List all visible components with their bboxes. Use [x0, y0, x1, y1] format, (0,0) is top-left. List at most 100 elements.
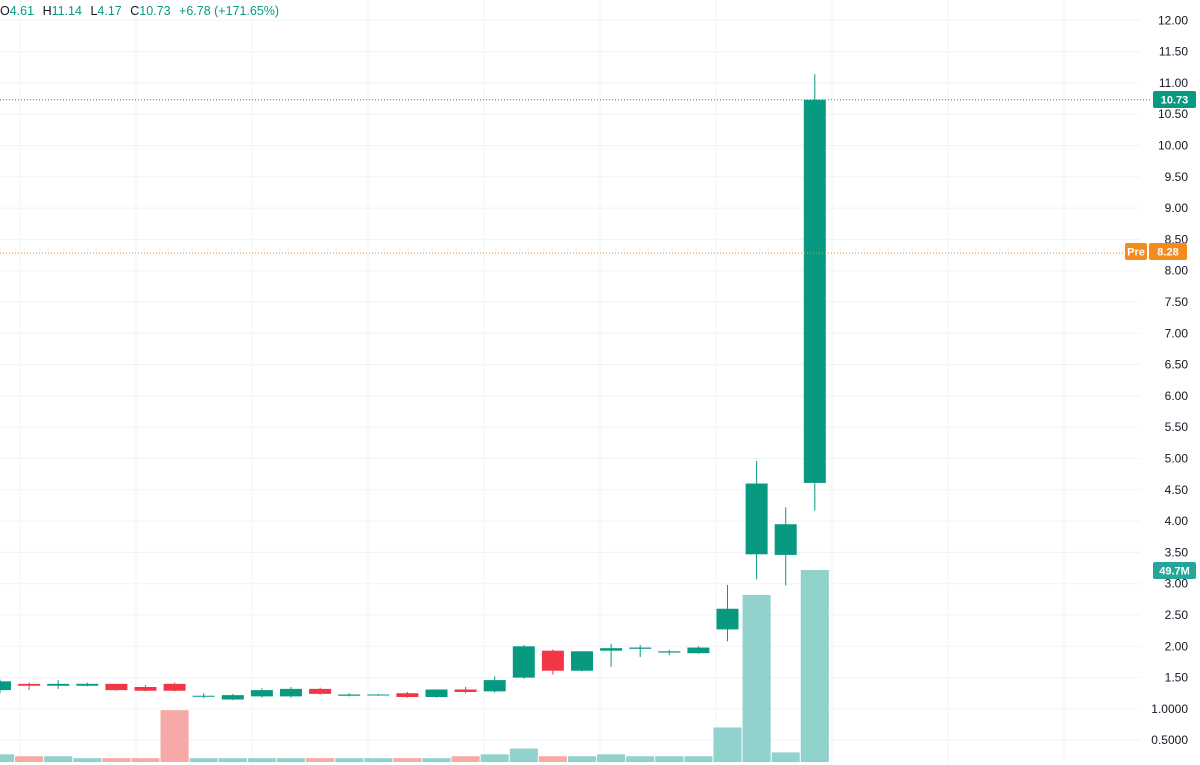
y-tick-label: 2.00	[1165, 639, 1189, 653]
y-tick-label: 7.50	[1165, 295, 1189, 309]
candle-body	[687, 647, 710, 654]
volume-bar	[626, 756, 655, 762]
volume-bar	[509, 748, 538, 762]
volume-bar	[189, 758, 218, 762]
high-value: 11.14	[51, 4, 82, 18]
candle-body	[309, 688, 332, 694]
pre-label-tag-bg	[1125, 243, 1147, 260]
y-tick-label: 4.50	[1165, 483, 1189, 497]
candle-body	[483, 680, 506, 692]
y-tick-label: 9.50	[1165, 170, 1189, 184]
candle-body	[105, 683, 128, 691]
volume-bar	[713, 727, 742, 762]
volume-bar	[0, 754, 15, 762]
volume-bar	[276, 758, 306, 762]
candle-body	[774, 524, 797, 555]
change-value: +6.78 (+171.65%)	[179, 4, 280, 18]
y-tick-label: 3.00	[1165, 577, 1189, 591]
y-tick-label: 12.00	[1158, 13, 1188, 27]
ohlc-legend: O4.61 H11.14 L4.17 C10.73 +6.78 (+171.65…	[0, 4, 284, 18]
candle-body	[134, 686, 157, 691]
candle-body	[745, 483, 768, 555]
last-price-tag: 10.73	[1161, 95, 1189, 107]
y-tick-label: 0.5000	[1151, 733, 1188, 747]
volume-bar	[306, 758, 335, 762]
volume-bar	[364, 758, 393, 762]
y-tick-label: 11.00	[1159, 76, 1188, 90]
price-axis[interactable]: 12.00 11.50 11.00 10.50 10.00 9.50 9.00 8.50 8.0…	[1151, 13, 1188, 747]
last-price-tag-bg	[1153, 91, 1196, 108]
volume-bar	[567, 756, 597, 762]
volume-bar	[597, 754, 626, 762]
candle-body	[0, 681, 11, 691]
volume-bar	[800, 570, 829, 762]
candle-body	[367, 694, 390, 696]
y-tick-label: 4.00	[1165, 514, 1189, 528]
grid-lines	[0, 0, 1140, 765]
candle-body	[338, 694, 361, 696]
price-tags: 10.73 Pre 8.28 49.7M	[1125, 91, 1196, 579]
candle-body	[658, 651, 681, 653]
volume-bar	[247, 758, 276, 762]
low-value: 4.17	[97, 4, 122, 18]
pre-price-tag-bg	[1149, 243, 1187, 260]
y-tick-label: 8.00	[1165, 264, 1189, 278]
y-tick-label: 6.00	[1165, 389, 1189, 403]
volume-bar	[218, 758, 247, 762]
candle-body	[18, 683, 41, 686]
volume-bar	[44, 756, 73, 762]
y-tick-label: 10.00	[1158, 139, 1188, 153]
candle-body	[571, 651, 593, 671]
close-label: C	[130, 4, 140, 18]
y-tick-label: 5.00	[1165, 452, 1189, 466]
volume-tag: 49.7M	[1159, 566, 1190, 578]
candle-body	[47, 683, 70, 686]
candle-body	[221, 695, 244, 700]
candle-body	[716, 608, 739, 630]
candle-body	[512, 646, 535, 678]
candle-body	[396, 693, 419, 698]
volume-bar	[655, 756, 684, 762]
candle-body	[192, 695, 215, 697]
volume-bar	[335, 758, 364, 762]
y-tick-label: 1.50	[1165, 671, 1189, 685]
candle-body	[629, 647, 652, 649]
volume-bar	[73, 758, 102, 762]
volume-bar	[451, 756, 480, 762]
y-tick-label: 7.00	[1165, 326, 1189, 340]
y-tick-label: 3.50	[1165, 545, 1189, 559]
candle-body	[600, 648, 623, 651]
y-tick-label: 1.0000	[1151, 702, 1188, 716]
close-value: 10.73	[139, 4, 171, 18]
candle-body	[454, 689, 477, 692]
volume-tag-bg	[1153, 562, 1196, 579]
pre-price-tag: 8.28	[1157, 247, 1178, 259]
candles	[0, 74, 826, 701]
open-label: O	[0, 4, 10, 18]
y-tick-label: 8.50	[1165, 232, 1189, 246]
candle-body	[541, 650, 564, 671]
volume-bar	[131, 758, 160, 762]
candle-body	[76, 683, 99, 686]
volume-bar	[422, 758, 451, 762]
candle-body	[250, 690, 273, 697]
low-label: L	[90, 4, 98, 18]
y-tick-label: 11.50	[1159, 45, 1188, 59]
volume-bar	[771, 752, 800, 762]
volume-bar	[102, 758, 131, 762]
y-tick-label: 10.50	[1158, 107, 1188, 121]
volume-bar	[480, 754, 509, 762]
candle-body	[803, 99, 826, 483]
y-tick-label: 6.50	[1165, 358, 1189, 372]
volume-bar	[742, 594, 771, 762]
open-value: 4.61	[9, 4, 35, 18]
high-label: H	[42, 4, 52, 18]
volume-bars	[0, 570, 829, 762]
y-tick-label: 5.50	[1165, 420, 1189, 434]
volume-bar	[684, 756, 713, 762]
y-tick-label: 9.00	[1165, 201, 1189, 215]
volume-bar	[15, 756, 44, 762]
volume-bar	[393, 758, 422, 762]
candle-body	[280, 688, 302, 697]
